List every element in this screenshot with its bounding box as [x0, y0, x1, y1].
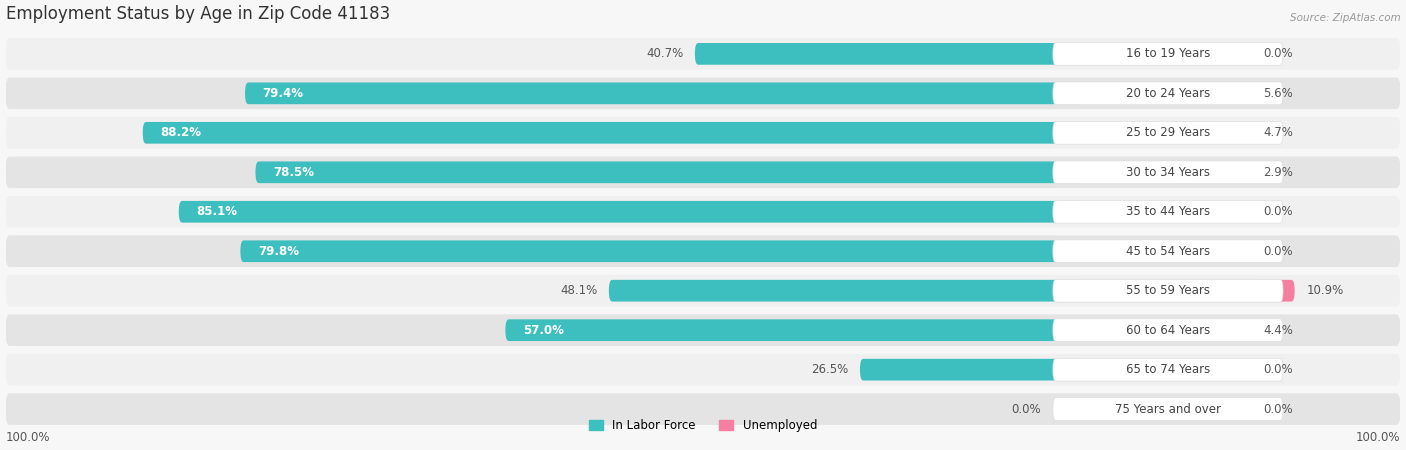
Text: 60 to 64 Years: 60 to 64 Years — [1126, 324, 1211, 337]
Text: 55 to 59 Years: 55 to 59 Years — [1126, 284, 1211, 297]
FancyBboxPatch shape — [695, 43, 1084, 65]
FancyBboxPatch shape — [143, 122, 1084, 144]
FancyBboxPatch shape — [6, 196, 1400, 228]
FancyBboxPatch shape — [6, 393, 1400, 425]
Text: 0.0%: 0.0% — [1263, 245, 1294, 258]
Text: 48.1%: 48.1% — [560, 284, 598, 297]
Text: 0.0%: 0.0% — [1263, 403, 1294, 416]
FancyBboxPatch shape — [1168, 122, 1223, 144]
FancyBboxPatch shape — [6, 275, 1400, 306]
Text: 78.5%: 78.5% — [273, 166, 314, 179]
Text: 0.0%: 0.0% — [1012, 403, 1042, 416]
Legend: In Labor Force, Unemployed: In Labor Force, Unemployed — [583, 414, 823, 437]
FancyBboxPatch shape — [1053, 161, 1284, 184]
FancyBboxPatch shape — [505, 320, 1084, 341]
FancyBboxPatch shape — [6, 235, 1400, 267]
FancyBboxPatch shape — [1053, 122, 1284, 144]
FancyBboxPatch shape — [1053, 82, 1284, 105]
Text: 16 to 19 Years: 16 to 19 Years — [1126, 47, 1211, 60]
Text: Source: ZipAtlas.com: Source: ZipAtlas.com — [1289, 13, 1400, 23]
FancyBboxPatch shape — [6, 315, 1400, 346]
Text: 10.9%: 10.9% — [1306, 284, 1344, 297]
Text: 0.0%: 0.0% — [1263, 363, 1294, 376]
Text: 4.7%: 4.7% — [1263, 126, 1294, 140]
FancyBboxPatch shape — [6, 38, 1400, 70]
Text: 20 to 24 Years: 20 to 24 Years — [1126, 87, 1211, 100]
Text: 40.7%: 40.7% — [645, 47, 683, 60]
Text: Employment Status by Age in Zip Code 41183: Employment Status by Age in Zip Code 411… — [6, 5, 389, 23]
Text: 79.8%: 79.8% — [257, 245, 299, 258]
FancyBboxPatch shape — [6, 77, 1400, 109]
FancyBboxPatch shape — [860, 359, 1084, 381]
Text: 4.4%: 4.4% — [1263, 324, 1294, 337]
Text: 5.6%: 5.6% — [1263, 87, 1294, 100]
FancyBboxPatch shape — [6, 157, 1400, 188]
FancyBboxPatch shape — [1168, 320, 1219, 341]
Text: 25 to 29 Years: 25 to 29 Years — [1126, 126, 1211, 140]
Text: 0.0%: 0.0% — [1263, 205, 1294, 218]
FancyBboxPatch shape — [1053, 358, 1284, 381]
FancyBboxPatch shape — [6, 354, 1400, 386]
Text: 0.0%: 0.0% — [1263, 47, 1294, 60]
FancyBboxPatch shape — [1168, 162, 1202, 183]
FancyBboxPatch shape — [1053, 398, 1284, 421]
Text: 75 Years and over: 75 Years and over — [1115, 403, 1220, 416]
FancyBboxPatch shape — [1053, 42, 1284, 65]
Text: 45 to 54 Years: 45 to 54 Years — [1126, 245, 1211, 258]
Text: 85.1%: 85.1% — [197, 205, 238, 218]
Text: 35 to 44 Years: 35 to 44 Years — [1126, 205, 1211, 218]
FancyBboxPatch shape — [245, 82, 1084, 104]
Text: 26.5%: 26.5% — [811, 363, 848, 376]
FancyBboxPatch shape — [1053, 279, 1284, 302]
Text: 100.0%: 100.0% — [1355, 431, 1400, 444]
Text: 79.4%: 79.4% — [263, 87, 304, 100]
FancyBboxPatch shape — [179, 201, 1084, 223]
FancyBboxPatch shape — [6, 117, 1400, 148]
FancyBboxPatch shape — [1251, 280, 1295, 302]
FancyBboxPatch shape — [256, 162, 1084, 183]
Text: 65 to 74 Years: 65 to 74 Years — [1126, 363, 1211, 376]
Text: 30 to 34 Years: 30 to 34 Years — [1126, 166, 1211, 179]
Text: 57.0%: 57.0% — [523, 324, 564, 337]
Text: 2.9%: 2.9% — [1263, 166, 1294, 179]
FancyBboxPatch shape — [240, 240, 1084, 262]
Text: 100.0%: 100.0% — [6, 431, 51, 444]
FancyBboxPatch shape — [1053, 240, 1284, 263]
FancyBboxPatch shape — [609, 280, 1084, 302]
Text: 88.2%: 88.2% — [160, 126, 201, 140]
FancyBboxPatch shape — [1053, 200, 1284, 223]
FancyBboxPatch shape — [1168, 82, 1233, 104]
FancyBboxPatch shape — [1053, 319, 1284, 342]
